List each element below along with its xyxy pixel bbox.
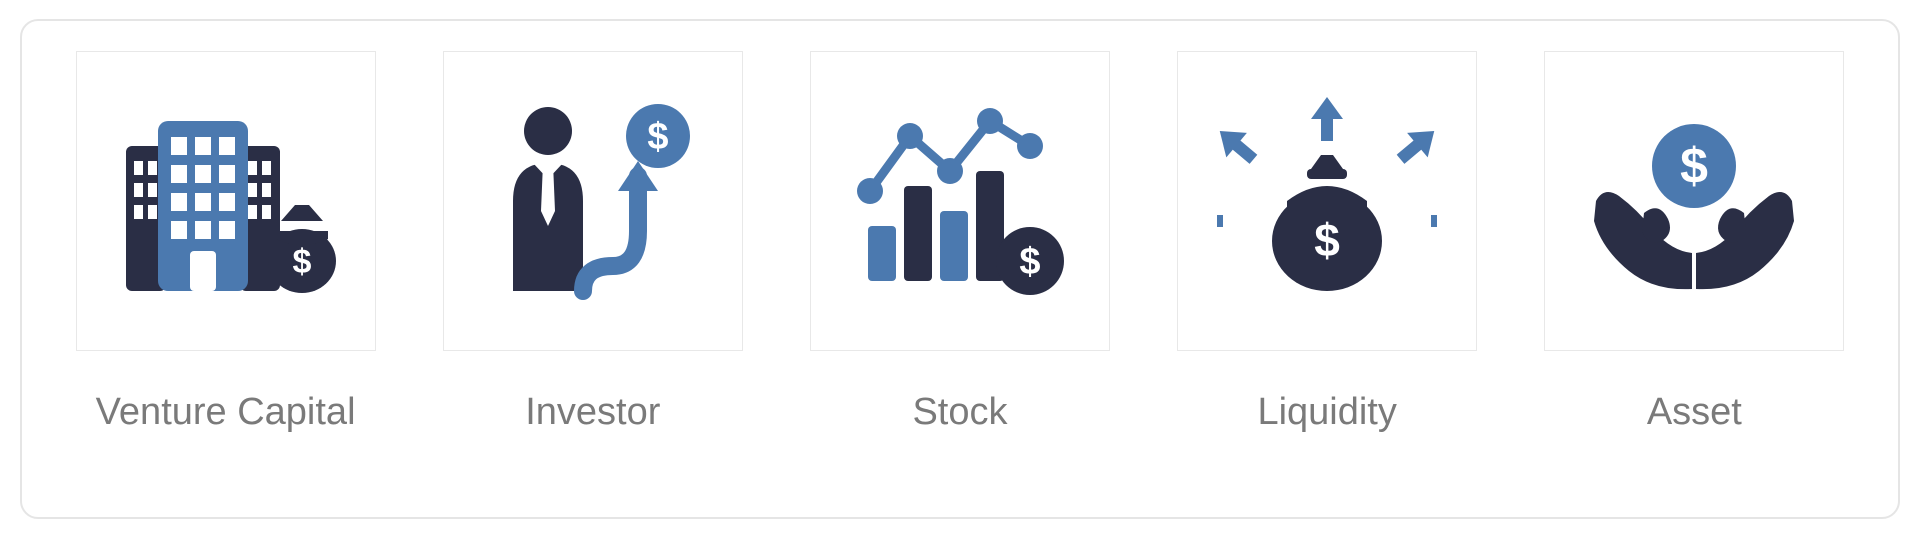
investor-card: $ <box>443 51 743 351</box>
investor-item: $ Investor <box>423 51 763 434</box>
asset-card: $ <box>1544 51 1844 351</box>
asset-item: $ Asset <box>1524 51 1864 434</box>
asset-icon: $ <box>1584 91 1804 311</box>
venture-capital-icon: $ <box>116 91 336 311</box>
liquidity-item: $ Liquidity <box>1157 51 1497 434</box>
asset-label: Asset <box>1647 391 1742 434</box>
svg-text:$: $ <box>1314 214 1340 266</box>
liquidity-card: $ <box>1177 51 1477 351</box>
stock-icon: $ <box>850 91 1070 311</box>
liquidity-label: Liquidity <box>1257 391 1396 434</box>
venture-capital-card: $ <box>76 51 376 351</box>
investor-label: Investor <box>525 391 660 434</box>
svg-text:$: $ <box>1680 138 1708 194</box>
venture-capital-item: $ Venture Capital <box>56 51 396 434</box>
stock-item: $ Stock <box>790 51 1130 434</box>
venture-capital-label: Venture Capital <box>96 391 356 434</box>
stock-label: Stock <box>912 391 1007 434</box>
svg-text:$: $ <box>1019 241 1040 283</box>
svg-text:$: $ <box>292 243 311 281</box>
svg-text:$: $ <box>647 116 668 158</box>
liquidity-icon: $ <box>1217 91 1437 311</box>
investor-icon: $ <box>483 91 703 311</box>
stock-card: $ <box>810 51 1110 351</box>
icon-set-frame: $ Venture Capital $ Investor <box>20 19 1900 519</box>
